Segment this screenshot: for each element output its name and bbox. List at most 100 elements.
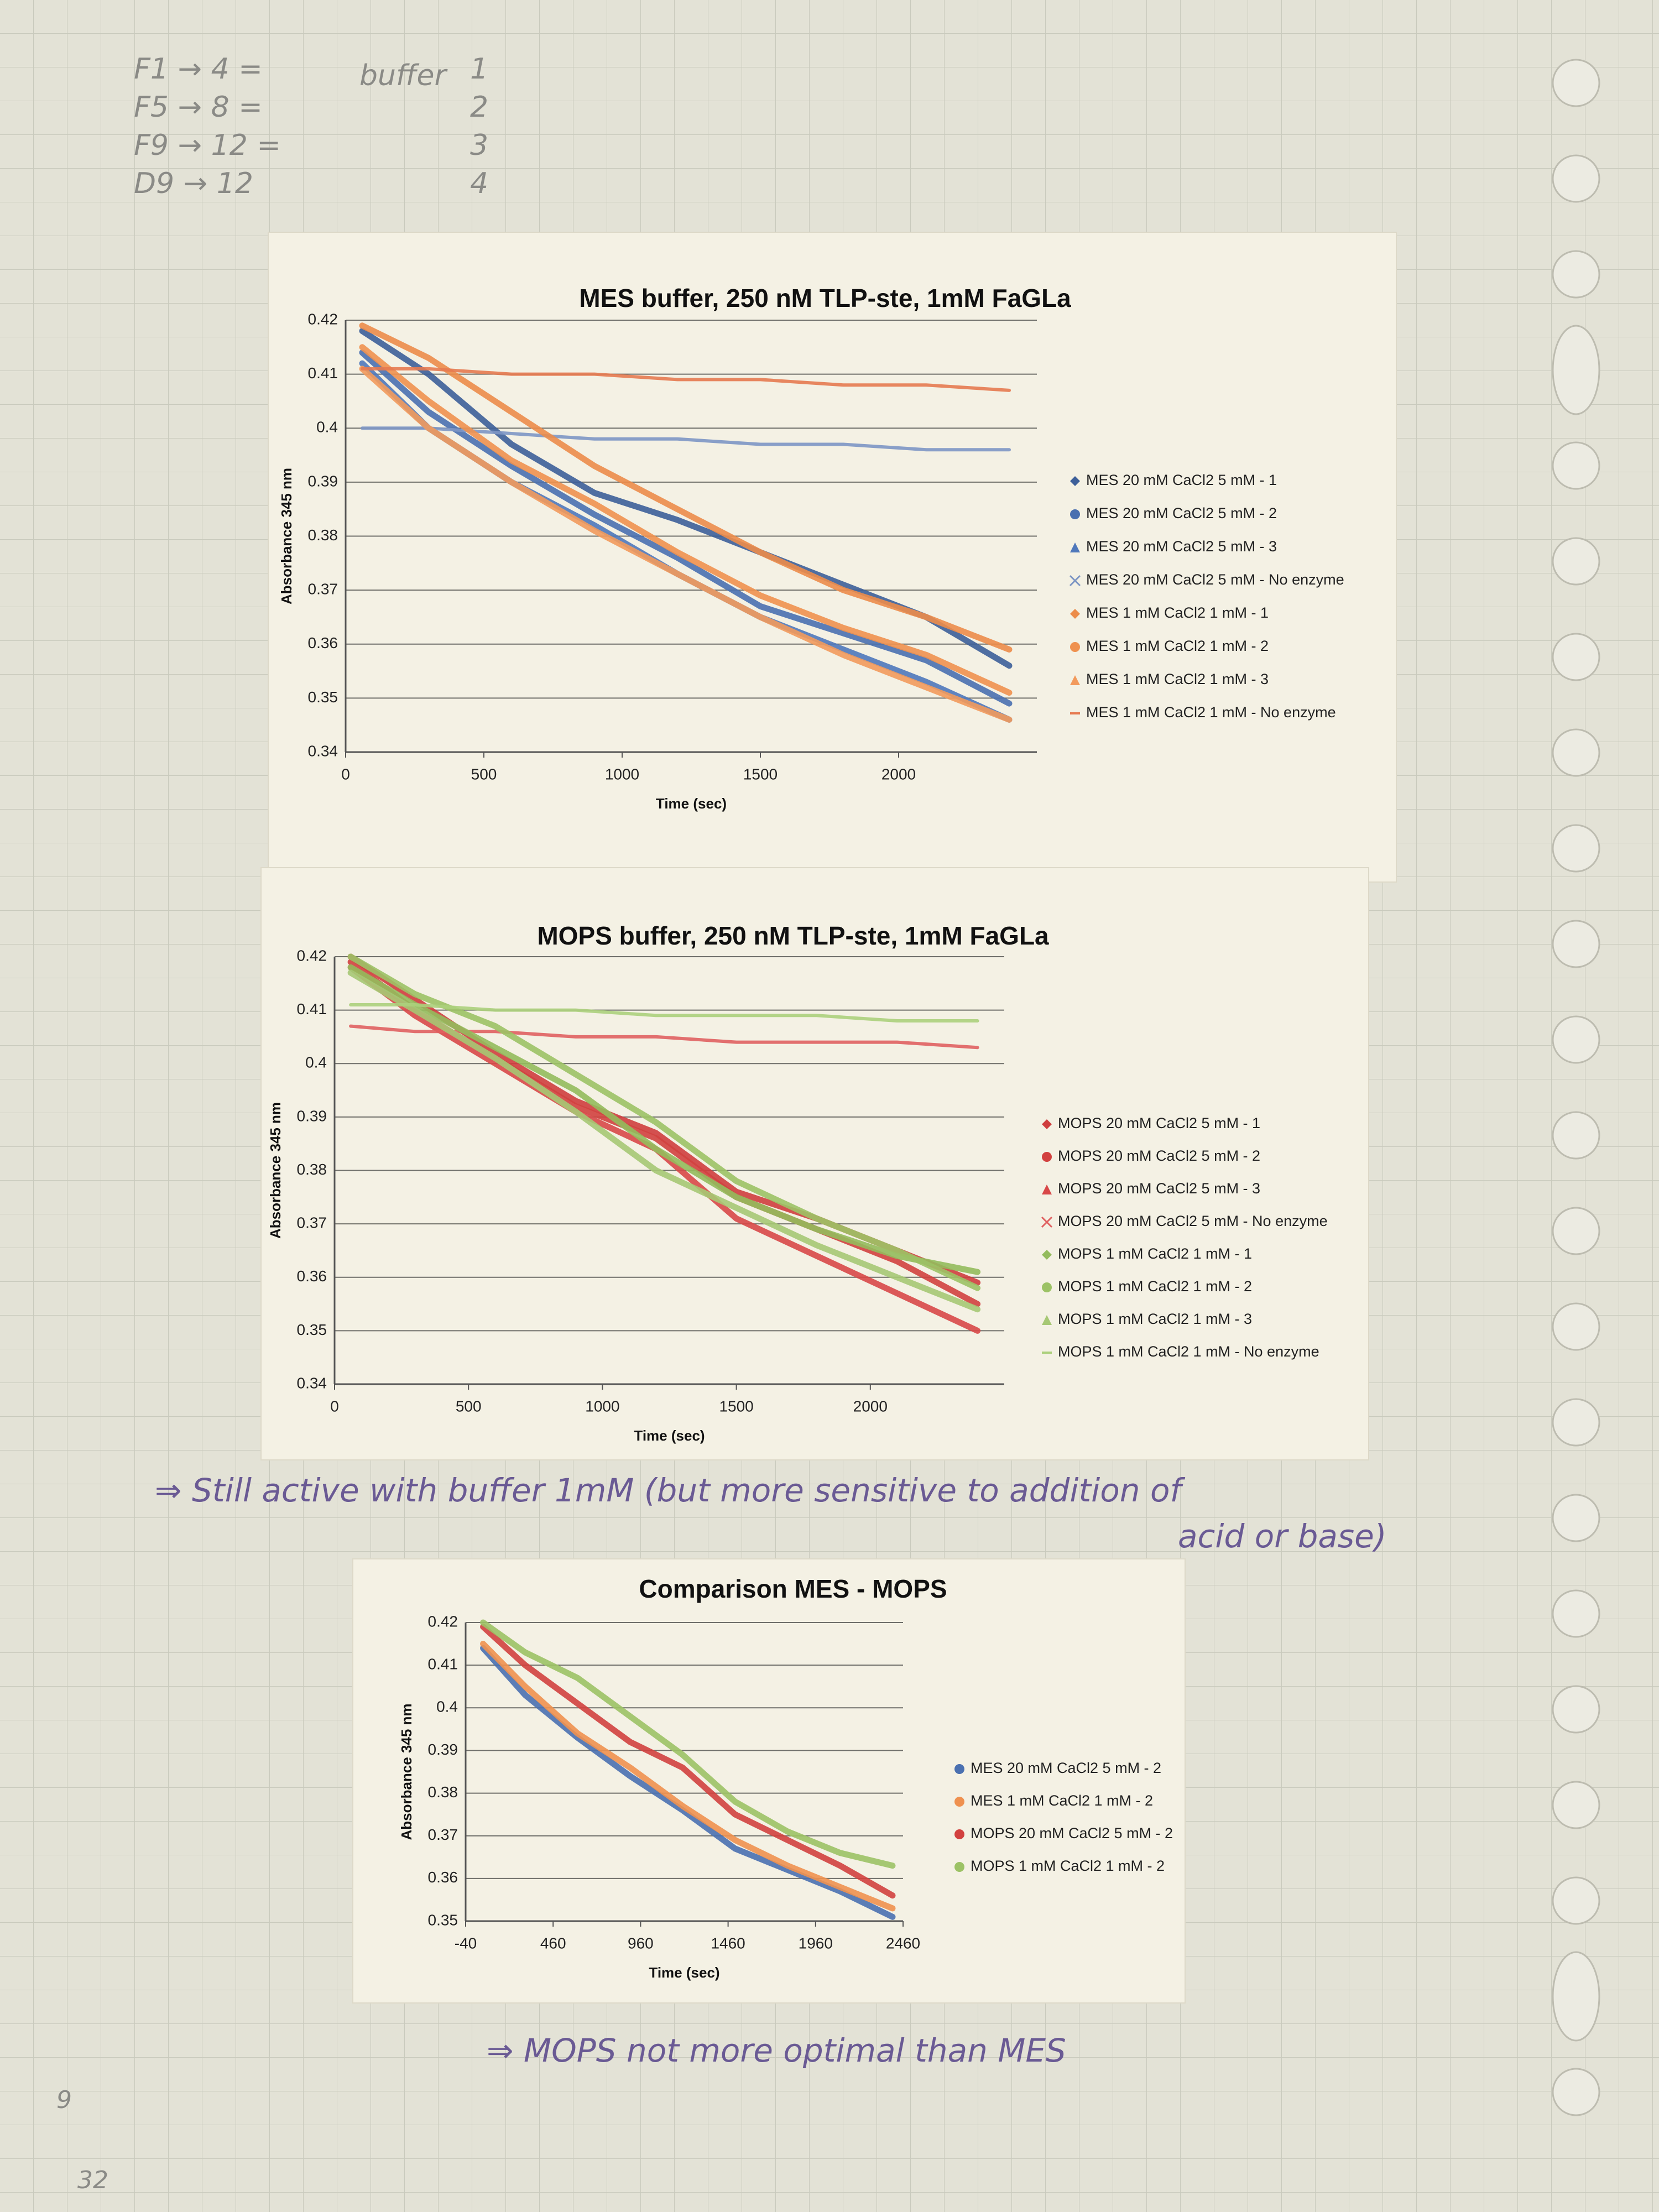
note: 32 xyxy=(77,2166,108,2194)
series-line xyxy=(359,322,1013,653)
x-tick-label: 1960 xyxy=(799,1934,833,1952)
series-line xyxy=(480,1624,896,1899)
series-line xyxy=(349,1024,979,1050)
legend-marker xyxy=(1070,609,1080,619)
y-axis-title: Absorbance 345 nm xyxy=(398,1703,415,1840)
legend-marker xyxy=(1069,575,1081,587)
chart-card xyxy=(352,1558,1186,2004)
legend-label: MES 1 mM CaCl2 1 mM - 2 xyxy=(971,1792,1153,1809)
x-axis-title: Time (sec) xyxy=(649,1964,719,1981)
punch-hole xyxy=(1552,1207,1600,1255)
x-tick-label: 2460 xyxy=(886,1934,920,1952)
y-tick-label: 0.41 xyxy=(428,1656,458,1673)
legend-marker xyxy=(1070,642,1080,652)
series-line xyxy=(359,366,1013,723)
legend-label: MOPS 20 mM CaCl2 5 mM - 1 xyxy=(1058,1115,1260,1131)
legend-label: MOPS 1 mM CaCl2 1 mM - 1 xyxy=(1058,1245,1252,1262)
punch-hole xyxy=(1552,325,1600,415)
legend-marker xyxy=(954,1829,964,1839)
chart-title: MES buffer, 250 nM TLP-ste, 1mM FaGLa xyxy=(579,284,1071,312)
y-tick-label: 0.4 xyxy=(436,1698,458,1715)
handwritten-header: F1 → 4 = F5 → 8 = F9 → 12 = D9 → 12 buff… xyxy=(134,53,488,200)
x-tick-label: 1500 xyxy=(719,1397,753,1415)
punch-hole xyxy=(1552,1015,1600,1064)
x-tick-label: 1000 xyxy=(605,765,639,782)
series-line xyxy=(480,1619,896,1869)
x-tick-label: 960 xyxy=(628,1934,654,1952)
punch-hole xyxy=(1552,250,1600,299)
legend-label: MOPS 1 mM CaCl2 1 mM - 2 xyxy=(971,1858,1165,1874)
series-line xyxy=(361,367,1011,392)
chart: MOPS buffer, 250 nM TLP-ste, 1mM FaGLa 0.… xyxy=(260,867,1369,1460)
chart: Comparison MES - MOPS 0.35 0.36 0.37 0.38 0.3… xyxy=(352,1558,1186,2004)
chart-card xyxy=(268,232,1397,883)
y-tick-label: 0.35 xyxy=(308,688,338,706)
punch-hole xyxy=(1552,1494,1600,1542)
legend-label: MOPS 20 mM CaCl2 5 mM - 2 xyxy=(1058,1147,1260,1164)
note: buffer xyxy=(359,59,448,92)
x-axis-title: Time (sec) xyxy=(634,1427,705,1444)
note: D9 → 12 xyxy=(134,167,253,200)
y-tick-label: 0.39 xyxy=(297,1107,327,1124)
punch-hole xyxy=(1552,1951,1600,2042)
chart: MES buffer, 250 nM TLP-ste, 1mM FaGLa 0.3… xyxy=(268,232,1397,883)
handwritten-conclusions: ⇒ Still active with buffer 1mM (but more… xyxy=(155,1472,1386,2069)
legend-marker xyxy=(1042,1250,1052,1260)
punch-hole xyxy=(1552,1876,1600,1925)
legend-label: MOPS 1 mM CaCl2 1 mM - 2 xyxy=(1058,1278,1252,1295)
legend-marker xyxy=(954,1797,964,1807)
y-axis-title: Absorbance 345 nm xyxy=(267,1102,284,1239)
legend-label: MOPS 1 mM CaCl2 1 mM - 3 xyxy=(1058,1311,1252,1327)
punch-hole xyxy=(1552,537,1600,586)
legend-label: MES 1 mM CaCl2 1 mM - No enzyme xyxy=(1086,704,1336,721)
series-line xyxy=(349,1003,979,1022)
chart-card xyxy=(260,867,1369,1460)
punch-hole xyxy=(1552,1685,1600,1734)
y-tick-label: 0.38 xyxy=(308,526,338,544)
punch-hole xyxy=(1552,1398,1600,1447)
note: ⇒ Still active with buffer 1mM (but more… xyxy=(155,1472,1185,1509)
y-tick-label: 0.35 xyxy=(297,1321,327,1338)
legend-marker xyxy=(1042,1185,1052,1194)
y-tick-label: 0.36 xyxy=(297,1267,327,1285)
x-tick-label: 0 xyxy=(330,1397,339,1415)
note: 3 xyxy=(470,129,488,162)
legend-marker xyxy=(1042,1282,1052,1292)
note: 9 xyxy=(56,2086,72,2114)
punch-hole xyxy=(1552,154,1600,203)
legend-label: MES 1 mM CaCl2 1 mM - 3 xyxy=(1086,671,1269,687)
y-tick-label: 0.41 xyxy=(297,1000,327,1018)
note: F5 → 8 = xyxy=(134,91,263,124)
x-tick-label: 1500 xyxy=(743,765,778,782)
y-tick-label: 0.37 xyxy=(297,1214,327,1232)
note: ⇒ MOPS not more optimal than MES xyxy=(487,2032,1066,2069)
legend-marker xyxy=(954,1862,964,1872)
legend-marker xyxy=(1042,1152,1052,1162)
note: F9 → 12 = xyxy=(134,129,281,162)
legend-label: MES 20 mM CaCl2 5 mM - 1 xyxy=(1086,472,1277,488)
y-tick-label: 0.36 xyxy=(428,1869,458,1886)
punch-hole xyxy=(1552,728,1600,777)
series-line xyxy=(480,1641,896,1912)
series-line xyxy=(347,964,981,1275)
legend-marker xyxy=(1070,476,1080,486)
series-line xyxy=(347,953,981,1291)
legend-marker xyxy=(954,1764,964,1774)
legend-marker xyxy=(1070,542,1080,552)
legend-label: MES 20 mM CaCl2 5 mM - 2 xyxy=(971,1760,1161,1776)
y-tick-label: 0.41 xyxy=(308,364,338,382)
legend-marker xyxy=(1042,1119,1052,1129)
y-tick-label: 0.38 xyxy=(428,1783,458,1801)
y-tick-label: 0.35 xyxy=(428,1911,458,1928)
punch-hole xyxy=(1552,59,1600,107)
x-tick-label: 500 xyxy=(471,765,497,782)
y-tick-label: 0.4 xyxy=(305,1054,327,1071)
x-axis-title: Time (sec) xyxy=(656,795,727,812)
y-tick-label: 0.4 xyxy=(316,419,338,436)
punch-hole xyxy=(1552,1111,1600,1160)
series-line xyxy=(347,969,981,1313)
y-tick-label: 0.34 xyxy=(297,1374,327,1391)
punch-hole xyxy=(1552,824,1600,873)
x-tick-label: 1000 xyxy=(585,1397,619,1415)
y-tick-label: 0.42 xyxy=(308,310,338,327)
